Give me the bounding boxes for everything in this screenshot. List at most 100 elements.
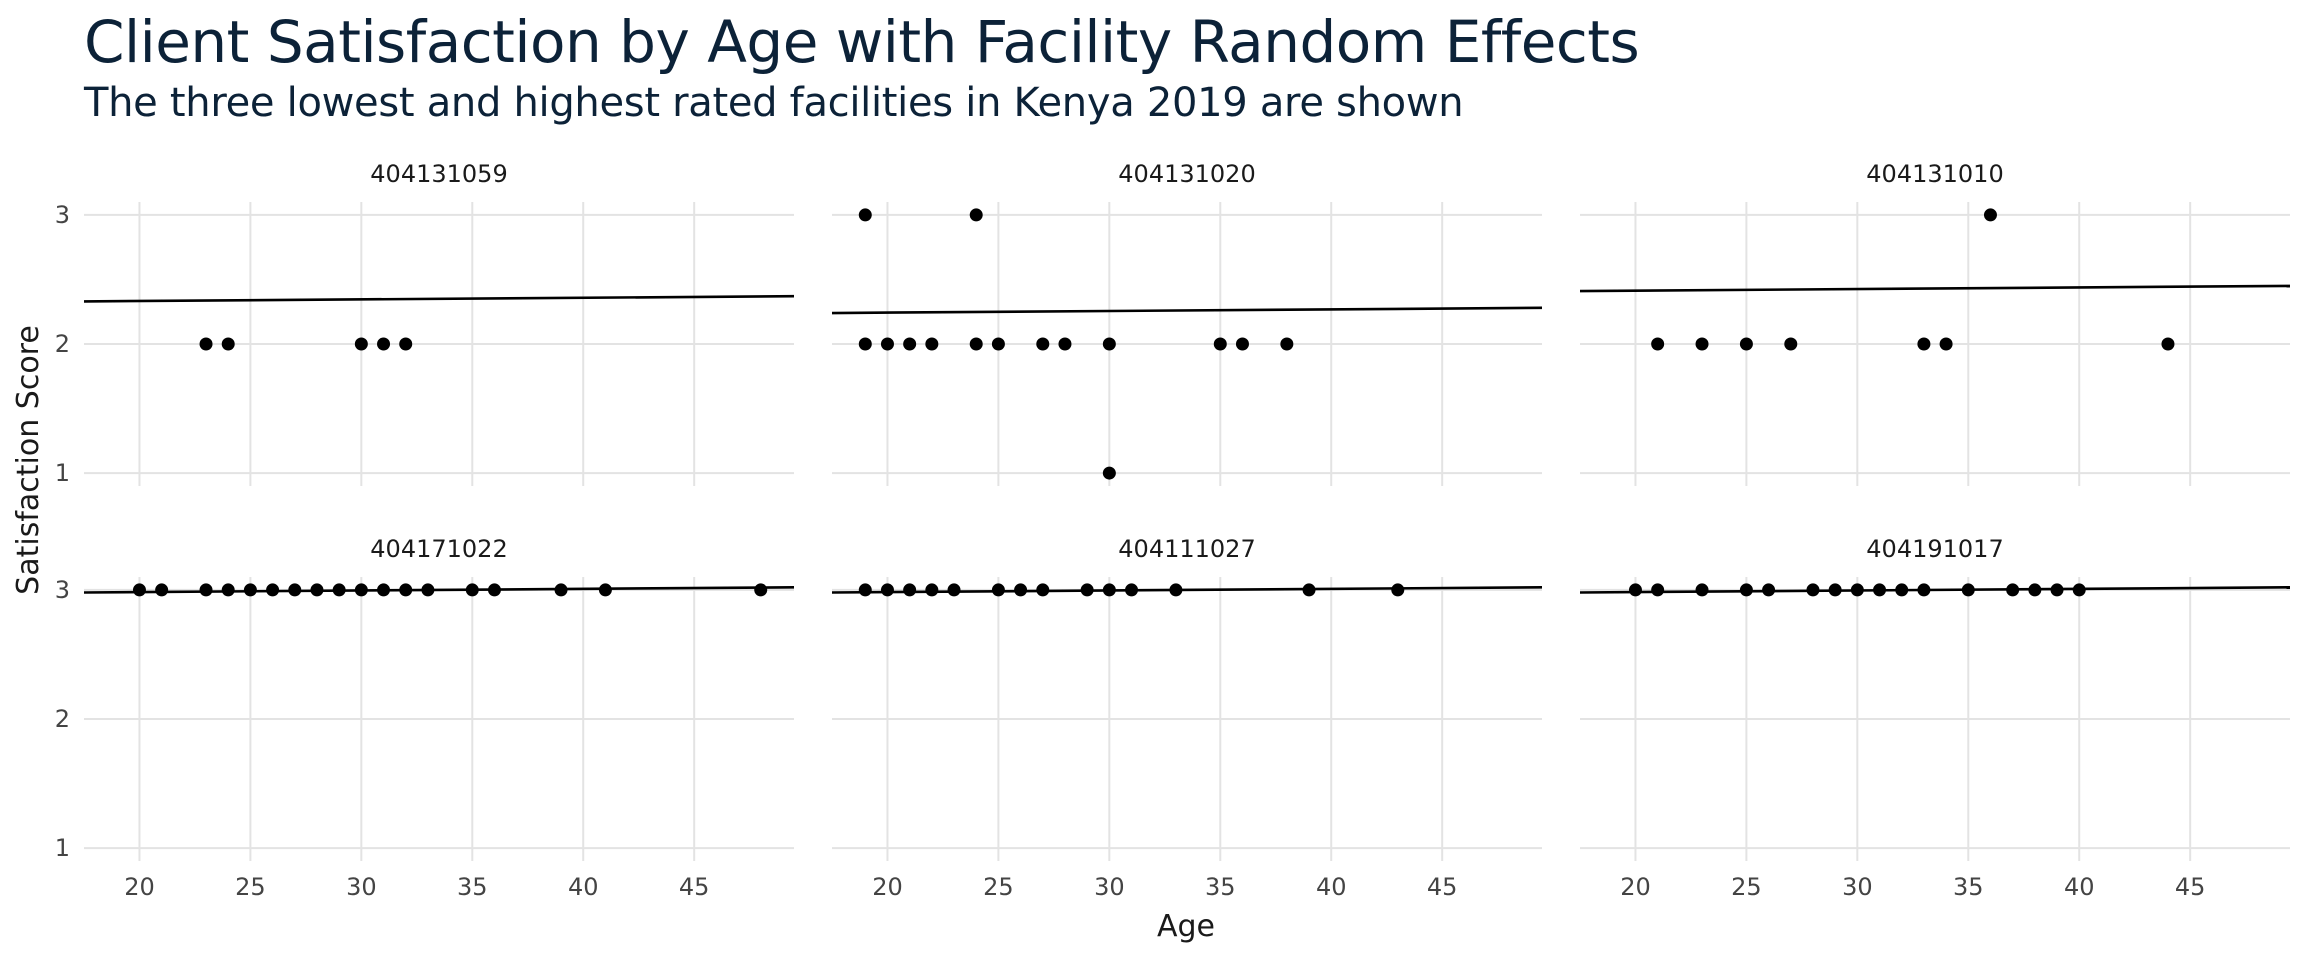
data-point — [1280, 337, 1294, 351]
data-point — [1036, 583, 1050, 597]
facet-panel: 404131059 1 2 3 — [55, 160, 795, 487]
data-point — [1895, 583, 1909, 597]
data-point — [1014, 583, 1028, 597]
data-point — [925, 583, 939, 597]
data-point — [199, 583, 213, 597]
data-point — [1213, 337, 1227, 351]
y-axis-title: Satisfaction Score — [11, 325, 46, 595]
data-point — [969, 337, 983, 351]
data-point — [903, 583, 917, 597]
data-point — [2006, 583, 2020, 597]
panels-layer: 404131059 1 2 3 404131020 404131010 404171022 1… — [55, 160, 2291, 901]
y-tick-label: 1 — [55, 459, 70, 487]
data-point — [1651, 583, 1665, 597]
data-point — [288, 583, 302, 597]
chart-subtitle: The three lowest and highest rated facil… — [84, 80, 1464, 126]
facet-panel: 404191017 20 25 30 35 40 45 — [1579, 535, 2291, 901]
data-point — [903, 337, 917, 351]
x-tick-label: 45 — [679, 873, 710, 901]
data-point — [858, 583, 872, 597]
data-point — [880, 583, 894, 597]
data-point — [2028, 583, 2042, 597]
data-point — [1695, 337, 1709, 351]
facet-panel: 404111027 20 25 30 35 40 45 — [831, 535, 1543, 901]
data-point — [969, 208, 983, 222]
y-tick-label: 3 — [55, 201, 70, 229]
data-point — [1391, 583, 1405, 597]
data-point — [1806, 583, 1820, 597]
data-point — [1739, 583, 1753, 597]
data-point — [1917, 583, 1931, 597]
data-point — [199, 337, 213, 351]
x-tick-label: 30 — [1094, 873, 1125, 901]
data-point — [1961, 583, 1975, 597]
data-point — [377, 337, 391, 351]
y-tick-label: 3 — [55, 576, 70, 604]
facet-panel: 404131020 — [831, 160, 1543, 486]
fit-line — [831, 306, 1543, 315]
data-point — [2161, 337, 2175, 351]
facet-strip-label: 404131020 — [1118, 160, 1255, 188]
data-point — [221, 583, 235, 597]
x-tick-label: 30 — [1842, 873, 1873, 901]
data-point — [1917, 337, 1931, 351]
data-point — [487, 583, 501, 597]
x-tick-label: 20 — [872, 873, 903, 901]
data-point — [554, 583, 568, 597]
data-point — [858, 208, 872, 222]
data-point — [1628, 583, 1642, 597]
x-tick-label: 45 — [1427, 873, 1458, 901]
data-point — [991, 337, 1005, 351]
data-point — [1080, 583, 1094, 597]
data-point — [155, 583, 169, 597]
data-point — [221, 337, 235, 351]
data-point — [1784, 337, 1798, 351]
data-point — [1850, 583, 1864, 597]
data-point — [1762, 583, 1776, 597]
data-point — [399, 337, 413, 351]
x-tick-label: 35 — [1205, 873, 1236, 901]
facet-strip-label: 404131059 — [370, 160, 507, 188]
data-point — [1125, 583, 1139, 597]
facet-panel: 404131010 — [1579, 160, 2291, 486]
data-point — [858, 337, 872, 351]
data-point — [1102, 337, 1116, 351]
x-tick-label: 35 — [457, 873, 488, 901]
y-tick-label: 2 — [55, 330, 70, 358]
y-tick-label: 2 — [55, 705, 70, 733]
facet-panel: 404171022 1 2 3 20 25 30 35 40 45 — [55, 535, 795, 901]
x-tick-label: 20 — [124, 873, 155, 901]
facet-strip-label: 404131010 — [1866, 160, 2003, 188]
data-point — [991, 583, 1005, 597]
y-tick-label: 1 — [55, 834, 70, 862]
data-point — [266, 583, 280, 597]
x-tick-label: 40 — [568, 873, 599, 901]
data-point — [1939, 337, 1953, 351]
data-point — [754, 583, 768, 597]
data-point — [1873, 583, 1887, 597]
x-tick-label: 20 — [1620, 873, 1651, 901]
fit-line — [83, 294, 795, 303]
data-point — [1235, 337, 1249, 351]
data-point — [1828, 583, 1842, 597]
x-tick-label: 40 — [1316, 873, 1347, 901]
x-tick-label: 25 — [983, 873, 1014, 901]
x-tick-label: 45 — [2175, 873, 2206, 901]
data-point — [332, 583, 346, 597]
x-tick-label: 35 — [1953, 873, 1984, 901]
data-point — [243, 583, 257, 597]
data-point — [2050, 583, 2064, 597]
data-point — [1651, 337, 1665, 351]
data-point — [1739, 337, 1753, 351]
data-point — [2072, 583, 2086, 597]
data-point — [1169, 583, 1183, 597]
data-point — [1302, 583, 1316, 597]
facet-strip-label: 404191017 — [1866, 535, 2003, 563]
x-tick-label: 25 — [1731, 873, 1762, 901]
data-point — [132, 583, 146, 597]
x-tick-label: 25 — [235, 873, 266, 901]
x-axis-title: Age — [1157, 909, 1215, 944]
x-tick-label: 30 — [346, 873, 377, 901]
data-point — [421, 583, 435, 597]
